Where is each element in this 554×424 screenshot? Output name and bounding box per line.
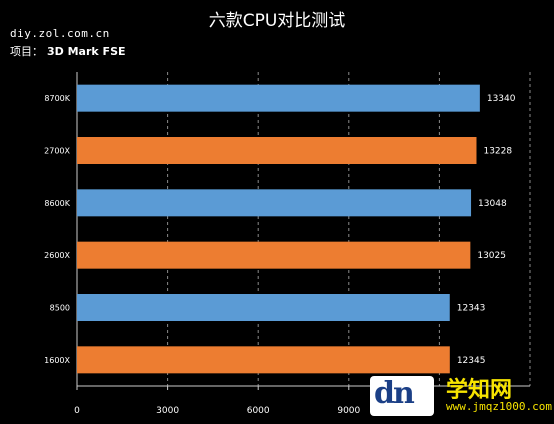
watermark-name: 学知网 [446,378,513,403]
watermark-logo: dn [370,376,434,416]
watermark: dn 学知网 www.jmqz1000.com [362,370,554,424]
x-tick-label-2: 6000 [247,406,270,416]
chart-title: 六款CPU对比测试 [208,11,346,31]
category-label-1600x: 1600X [44,356,70,365]
project-label: 项目： [10,45,43,58]
source-text: diy.zol.com.cn [10,27,110,40]
bar-1600x [77,346,450,374]
value-label-8700k: 13340 [487,94,516,104]
value-label-8500: 12343 [457,304,486,314]
bar-2600x [77,241,471,269]
bar-8600k [77,189,472,217]
x-tick-label-3: 9000 [337,406,360,416]
bar-8700k [77,84,480,112]
category-label-2700x: 2700X [44,147,70,156]
category-label-2600x: 2600X [44,251,70,260]
bar-2700x [77,137,477,164]
project-line: 项目： 3D Mark FSE [10,43,126,59]
bar-8500 [77,294,450,321]
project-value: 3D Mark FSE [47,45,126,58]
x-tick-label-1: 3000 [156,406,179,416]
x-tick-label-0: 0 [74,406,80,416]
value-label-1600x: 12345 [457,356,486,366]
value-label-8600k: 13048 [478,199,507,209]
watermark-url: www.jmqz1000.com [446,400,552,413]
value-label-2600x: 13025 [477,251,506,261]
category-label-8600k: 8600K [44,199,70,208]
category-label-8700k: 8700K [44,94,70,103]
category-label-8500: 8500 [50,304,70,313]
value-label-2700x: 13228 [483,147,512,157]
